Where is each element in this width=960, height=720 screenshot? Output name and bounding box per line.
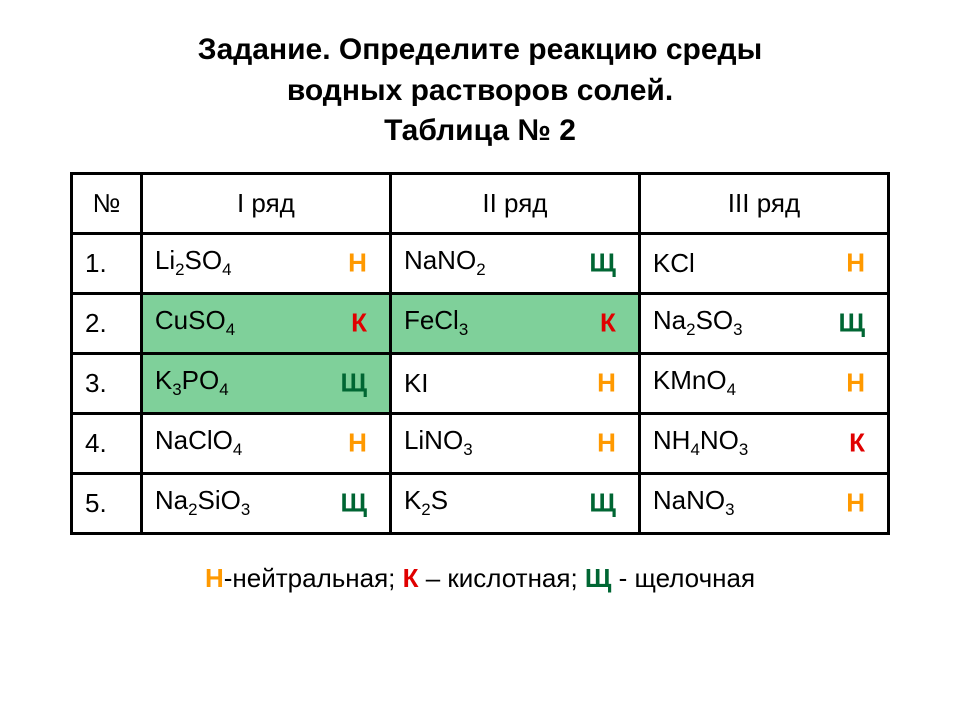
formula: KMnO4	[653, 365, 736, 400]
legend-n-text: -нейтральная;	[224, 563, 403, 593]
answer-label: Щ	[340, 368, 367, 399]
salt-cell: Li2SO4 Н	[141, 233, 390, 293]
salt-cell: KCl Н	[639, 233, 888, 293]
salt-cell: K3PO4 Щ	[141, 353, 390, 413]
salt-cell: LiNO3 Н	[390, 413, 639, 473]
row-number: 3.	[72, 353, 142, 413]
answer-label: К	[351, 308, 367, 339]
salts-table: № I ряд II ряд III ряд 1. Li2SO4 Н NaNO2 Щ KC…	[70, 172, 890, 535]
row-number: 5.	[72, 473, 142, 533]
salt-cell: NaNO3 Н	[639, 473, 888, 533]
header-num: №	[72, 173, 142, 233]
salt-cell: NaNO2 Щ	[390, 233, 639, 293]
formula: LiNO3	[404, 425, 473, 460]
title-line3: Таблица № 2	[198, 111, 762, 152]
formula: FeCl3	[404, 305, 468, 340]
salt-cell: CuSO4 К	[141, 293, 390, 353]
legend-k-symbol: К	[403, 563, 419, 593]
answer-label: Н	[597, 368, 616, 399]
formula: KCl	[653, 248, 695, 279]
salt-cell: K2S Щ	[390, 473, 639, 533]
formula: CuSO4	[155, 305, 235, 340]
header-col1: I ряд	[141, 173, 390, 233]
title-line1: Задание. Определите реакцию среды	[198, 30, 762, 71]
answer-label: Щ	[589, 488, 616, 519]
answer-label: К	[600, 308, 616, 339]
row-number: 2.	[72, 293, 142, 353]
formula: K3PO4	[155, 365, 229, 400]
title-line2: водных растворов солей.	[198, 71, 762, 112]
legend-sh-text: - щелочная	[611, 563, 755, 593]
legend-k-text: – кислотная;	[419, 563, 585, 593]
table-row: 1. Li2SO4 Н NaNO2 Щ KCl Н	[72, 233, 889, 293]
table-row: 3. K3PO4 Щ KI Н KMnO4 Н	[72, 353, 889, 413]
answer-label: Н	[846, 368, 865, 399]
formula: Na2SiO3	[155, 485, 250, 520]
salt-cell: NaClO4 Н	[141, 413, 390, 473]
salt-cell: KMnO4 Н	[639, 353, 888, 413]
answer-label: Щ	[340, 488, 367, 519]
formula: KI	[404, 368, 429, 399]
answer-label: Н	[846, 248, 865, 279]
answer-label: Н	[597, 428, 616, 459]
answer-label: Н	[348, 428, 367, 459]
salt-cell: Na2SO3 Щ	[639, 293, 888, 353]
legend-n-symbol: Н	[205, 563, 224, 593]
formula: Li2SO4	[155, 245, 232, 280]
formula: Na2SO3	[653, 305, 743, 340]
formula: NH4NO3	[653, 425, 748, 460]
row-number: 1.	[72, 233, 142, 293]
header-row: № I ряд II ряд III ряд	[72, 173, 889, 233]
salt-cell: NH4NO3 К	[639, 413, 888, 473]
table-row: 5. Na2SiO3 Щ K2S Щ NaNO3 Н	[72, 473, 889, 533]
salt-cell: KI Н	[390, 353, 639, 413]
formula: NaNO2	[404, 245, 486, 280]
answer-label: Щ	[589, 248, 616, 279]
answer-label: К	[849, 428, 865, 459]
row-number: 4.	[72, 413, 142, 473]
legend: Н-нейтральная; К – кислотная; Щ - щелочн…	[205, 563, 755, 594]
answer-label: Щ	[839, 308, 866, 339]
legend-sh-symbol: Щ	[585, 563, 612, 593]
answer-label: Н	[348, 248, 367, 279]
table-row: 2. CuSO4 К FeCl3 К Na2SO3 Щ	[72, 293, 889, 353]
formula: NaClO4	[155, 425, 242, 460]
header-col3: III ряд	[639, 173, 888, 233]
title-block: Задание. Определите реакцию среды водных…	[198, 30, 762, 152]
formula: NaNO3	[653, 485, 735, 520]
formula: K2S	[404, 485, 448, 520]
table-row: 4. NaClO4 Н LiNO3 Н NH4NO3 К	[72, 413, 889, 473]
salt-cell: Na2SiO3 Щ	[141, 473, 390, 533]
answer-label: Н	[846, 488, 865, 519]
salt-cell: FeCl3 К	[390, 293, 639, 353]
header-col2: II ряд	[390, 173, 639, 233]
